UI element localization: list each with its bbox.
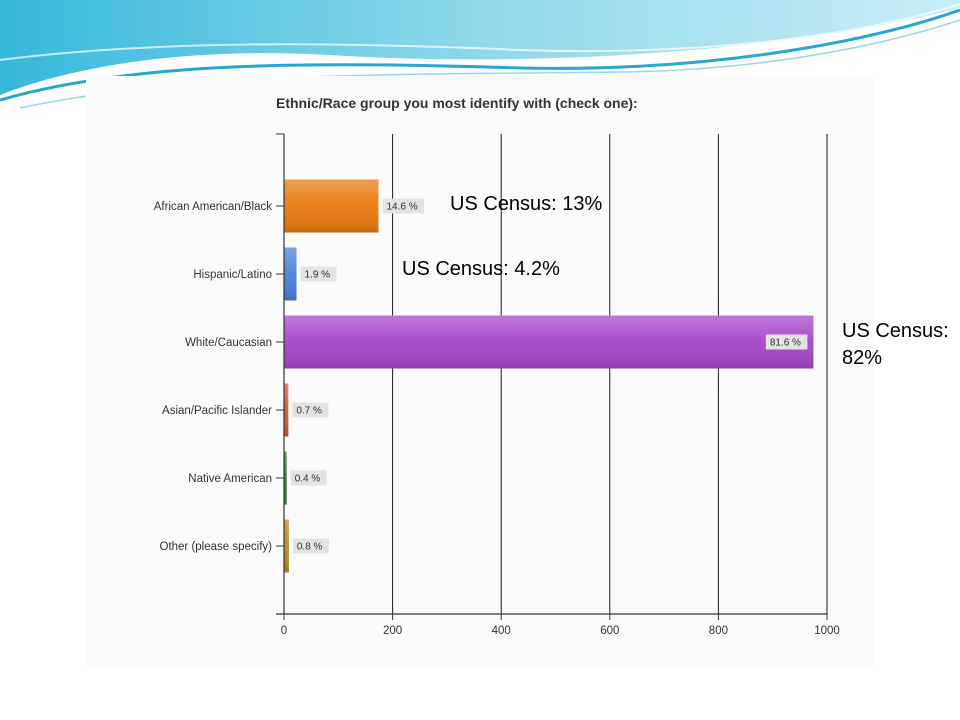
category-label: Other (please specify) [160, 541, 273, 553]
data-label: 81.6 % [770, 338, 801, 349]
bar-shade-hispanic-latino [284, 247, 297, 301]
x-tick-label: 0 [281, 625, 287, 637]
axes: African American/Black Hispanic/Latino Whi… [154, 133, 840, 637]
bar-shade-asian-pacific-islander [284, 383, 289, 437]
x-tick-label: 600 [600, 625, 619, 637]
data-label-box [382, 198, 425, 214]
data-label: 14.6 % [386, 202, 417, 213]
bar-chart: Ethnic/Race group you most identify with… [154, 95, 840, 637]
data-label-box [292, 402, 329, 418]
data-label: 0.4 % [295, 474, 321, 485]
bar-shade-other-please-specify [284, 519, 289, 573]
data-label: 0.8 % [297, 542, 323, 553]
category-label: Hispanic/Latino [193, 269, 272, 281]
bar-shade-african-american-black [284, 179, 379, 233]
census-annotation-hispanic: US Census: 4.2% [402, 258, 560, 280]
category-label: Asian/Pacific Islander [162, 405, 272, 417]
data-label-box [300, 266, 337, 282]
census-annotation-white: US Census: 82% [842, 320, 949, 369]
data-label-box [290, 470, 327, 486]
x-tick-label: 1000 [814, 625, 840, 637]
x-tick-label: 800 [709, 625, 728, 637]
data-label-box [292, 538, 329, 554]
bars: 14.6 % 1.9 % 81.6 % 0.7 % 0.4 % 0.8 % [284, 179, 814, 573]
census-annotation-african-american: US Census: 13% [450, 193, 603, 215]
bar-shade-native-american [284, 451, 287, 505]
data-label-box [765, 334, 808, 350]
chart-panel: Ethnic/Race group you most identify with… [86, 76, 874, 666]
data-label: 0.7 % [296, 406, 322, 417]
category-label: Native American [188, 473, 272, 485]
category-label: African American/Black [154, 201, 272, 213]
gridlines [392, 134, 828, 614]
chart-title: Ethnic/Race group you most identify with… [276, 95, 638, 111]
category-label: White/Caucasian [185, 337, 272, 349]
x-tick-label: 400 [492, 625, 511, 637]
x-tick-label: 200 [383, 625, 402, 637]
bar-shade-white-caucasian [284, 315, 814, 369]
data-label: 1.9 % [304, 270, 330, 281]
